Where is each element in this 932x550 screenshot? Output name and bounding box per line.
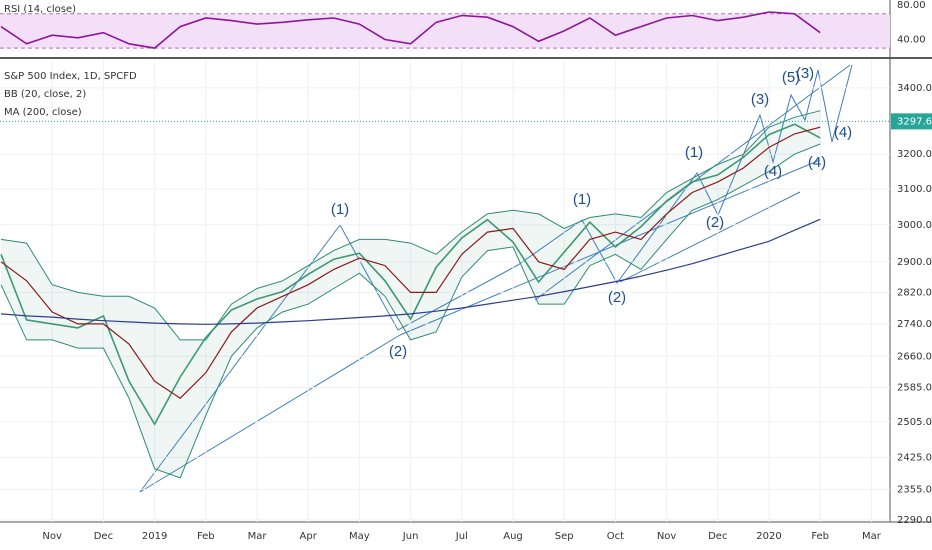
x-tick-label: Jun <box>402 531 419 542</box>
y-tick-label: 2505.00 <box>897 417 932 428</box>
wave-label: (4) <box>764 163 782 180</box>
wave-label: (5) <box>782 69 800 86</box>
y-tick-label: 2585.00 <box>897 383 932 394</box>
y-tick-label: 2425.00 <box>897 452 932 463</box>
x-tick-label: 2019 <box>142 531 167 542</box>
wave-label: (4) <box>834 124 852 141</box>
x-tick-label: Apr <box>300 531 318 542</box>
x-tick-label: 2020 <box>756 531 781 542</box>
x-tick-label: Dec <box>94 531 113 542</box>
series-line <box>0 126 821 399</box>
series-line <box>0 123 821 426</box>
bb-band-line <box>0 143 821 479</box>
wave-label: (1) <box>331 201 349 218</box>
y-tick-label: 3000.00 <box>897 220 932 231</box>
x-tick-label: Feb <box>811 531 829 542</box>
series-line <box>0 11 821 49</box>
last-price-label: 3297.60 <box>897 116 932 127</box>
wave-label: (4) <box>808 154 826 171</box>
x-tick-label: Mar <box>862 531 882 542</box>
x-tick-label: Dec <box>708 531 727 542</box>
x-tick-label: Oct <box>607 531 624 542</box>
x-tick-label: Sep <box>555 531 574 542</box>
x-tick-label: Nov <box>657 531 677 542</box>
rsi-title: RSI (14, close) <box>4 4 76 15</box>
y-tick-label: 3400.00 <box>897 83 932 94</box>
y-tick-label: 2660.00 <box>897 351 932 362</box>
y-tick-label: 2355.00 <box>897 484 932 495</box>
wave-label: (2) <box>389 343 407 360</box>
y-tick-label: 2820.00 <box>897 287 932 298</box>
trendline <box>139 334 401 493</box>
y-tick-label: 2740.00 <box>897 319 932 330</box>
bb-fill <box>1 110 821 478</box>
last-price-tag <box>891 113 932 130</box>
x-tick-label: Mar <box>248 531 268 542</box>
y-tick-label: 80.00 <box>897 0 926 11</box>
y-tick-label: 2900.00 <box>897 257 932 268</box>
wave-label: (3) <box>751 91 769 108</box>
y-tick-label: 40.00 <box>897 35 926 46</box>
bb-band-line <box>0 110 821 341</box>
legend-entry: BB (20, close, 2) <box>4 89 86 100</box>
y-tick-label: 3100.00 <box>897 184 932 195</box>
y-tick-label: 3200.00 <box>897 149 932 160</box>
series-line <box>0 218 821 325</box>
rsi-band <box>0 13 890 49</box>
x-tick-label: Feb <box>197 531 215 542</box>
x-tick-label: Jul <box>455 531 468 542</box>
wave-label: (2) <box>608 289 626 306</box>
wave-label: (1) <box>573 191 591 208</box>
x-tick-label: May <box>349 531 370 542</box>
y-tick-label: 2290.00 <box>897 515 932 526</box>
wave-label: (2) <box>706 214 724 231</box>
wave-label: (1) <box>685 144 703 161</box>
legend-entry: S&P 500 Index, 1D, SPCFD <box>4 71 137 82</box>
x-tick-label: Aug <box>503 531 523 542</box>
legend-entry: MA (200, close) <box>4 107 82 118</box>
wave-label: (3) <box>796 65 814 82</box>
x-tick-label: Nov <box>42 531 62 542</box>
trendline <box>619 191 801 283</box>
